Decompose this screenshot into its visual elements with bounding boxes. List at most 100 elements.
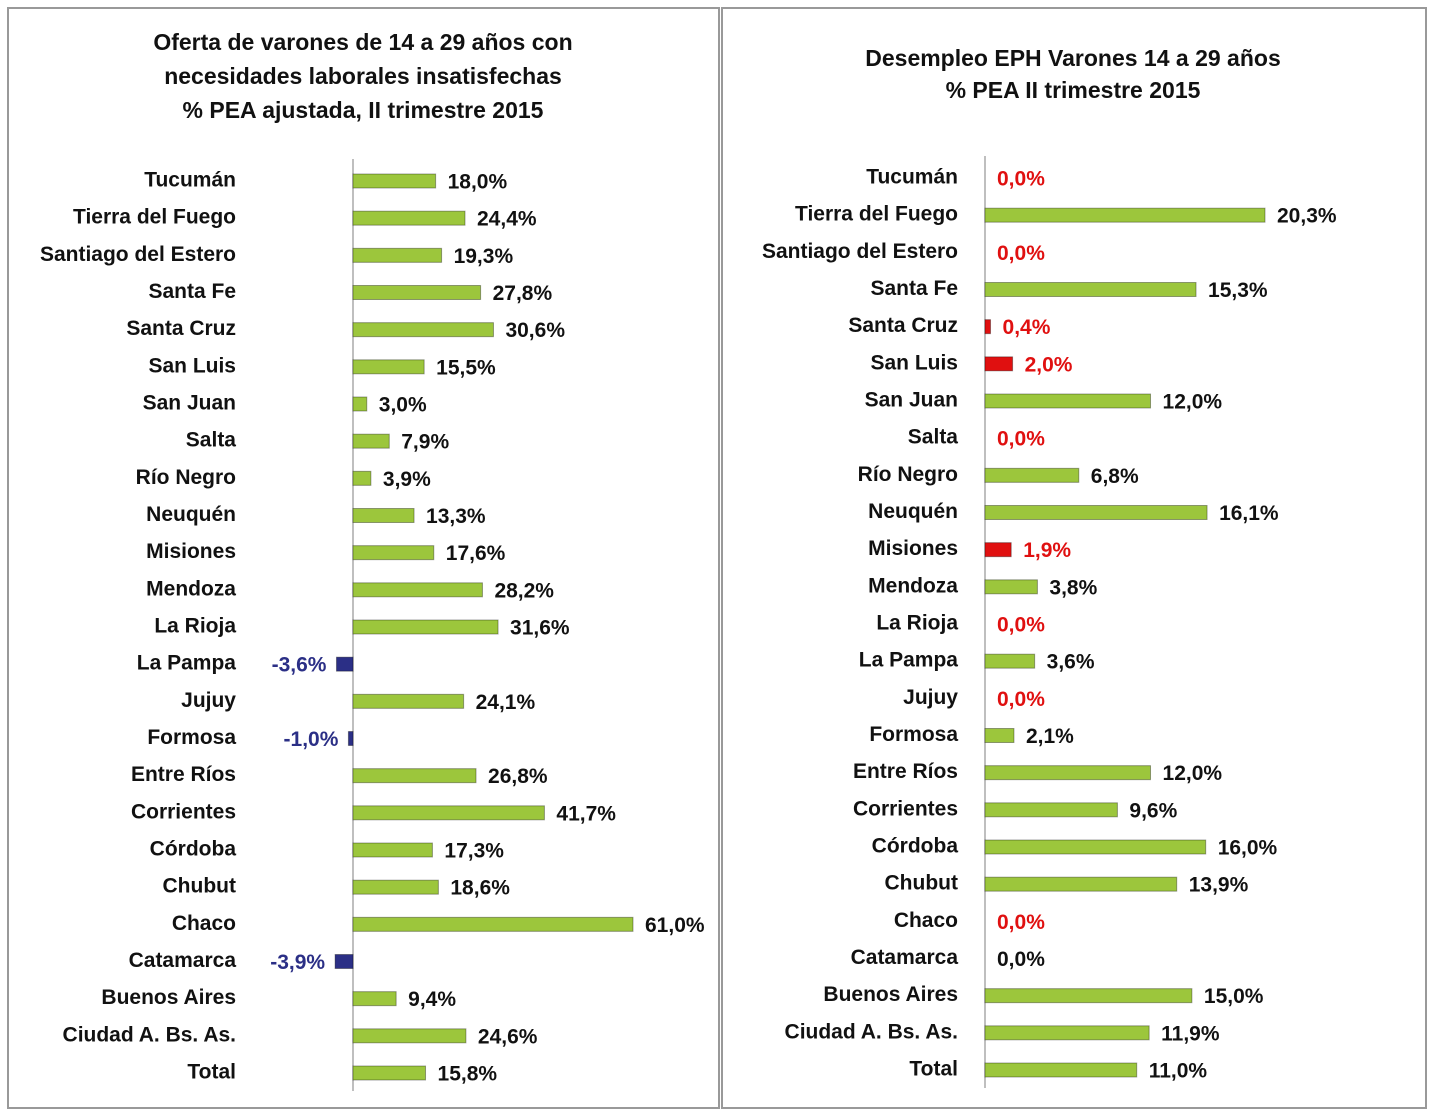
category-label: Mendoza	[868, 574, 958, 597]
value-label: 27,8%	[493, 282, 553, 305]
value-label: 6,8%	[1091, 465, 1139, 488]
category-label: Córdoba	[872, 835, 959, 858]
value-label: 2,0%	[1025, 353, 1073, 376]
value-label: 20,3%	[1277, 205, 1337, 228]
category-label: Jujuy	[181, 689, 236, 712]
bar	[984, 839, 1207, 855]
bar	[352, 285, 482, 300]
value-label: -1,0%	[284, 728, 339, 751]
value-label: 11,9%	[1161, 1022, 1220, 1045]
bar	[984, 282, 1197, 297]
category-label: Tierra del Fuego	[795, 203, 958, 226]
value-label: 24,1%	[476, 691, 536, 714]
category-label: Santa Cruz	[126, 317, 236, 340]
bar	[352, 396, 368, 412]
bar	[984, 728, 1015, 743]
value-label: 24,6%	[478, 1025, 538, 1048]
value-label: 30,6%	[505, 319, 565, 342]
value-label: 9,4%	[408, 988, 456, 1011]
category-label: Santa Fe	[870, 277, 958, 300]
value-label: 28,2%	[494, 579, 554, 602]
bar	[984, 988, 1193, 1004]
category-label: Salta	[908, 426, 959, 449]
value-label: 13,3%	[426, 505, 486, 528]
bar	[984, 876, 1178, 892]
bar	[984, 1062, 1138, 1078]
bar	[984, 207, 1266, 223]
category-label: Ciudad A. Bs. As.	[63, 1023, 236, 1046]
value-label: 3,0%	[379, 394, 427, 417]
value-label: 18,6%	[450, 877, 510, 900]
category-label: Formosa	[869, 723, 958, 746]
value-label: 16,1%	[1219, 502, 1279, 525]
value-label: 2,1%	[1026, 725, 1074, 748]
category-label: Ciudad A. Bs. As.	[785, 1020, 958, 1043]
value-label: 0,0%	[997, 948, 1045, 971]
category-label: Misiones	[146, 540, 236, 563]
bar	[352, 508, 415, 523]
value-label: 41,7%	[556, 802, 616, 825]
category-label: Formosa	[147, 726, 236, 749]
value-label: 61,0%	[645, 914, 705, 937]
bar	[984, 1025, 1150, 1041]
value-label: 13,9%	[1189, 874, 1249, 897]
value-label: 0,0%	[997, 911, 1045, 934]
value-label: 11,0%	[1149, 1060, 1208, 1083]
bar	[352, 322, 494, 338]
value-label: 3,8%	[1049, 576, 1097, 599]
value-label: 9,6%	[1129, 799, 1177, 822]
bar	[352, 173, 437, 189]
bar	[352, 359, 425, 375]
category-label: San Luis	[870, 351, 958, 374]
value-label: 15,3%	[1208, 279, 1268, 302]
category-label: Buenos Aires	[823, 983, 958, 1006]
bar	[352, 879, 439, 895]
category-label: Mendoza	[146, 577, 236, 600]
bar	[352, 247, 443, 263]
value-label: 7,9%	[401, 431, 449, 454]
category-label: San Juan	[865, 389, 958, 412]
category-label: Chaco	[172, 912, 236, 935]
category-label: Catamarca	[129, 949, 237, 972]
category-label: Jujuy	[903, 686, 958, 709]
value-label: 0,0%	[997, 168, 1045, 191]
category-label: Total	[187, 1061, 236, 1084]
value-label: -3,9%	[270, 951, 325, 974]
chart-title: % PEA II trimestre 2015	[946, 77, 1201, 103]
category-label: Catamarca	[851, 946, 959, 969]
value-label: 0,0%	[997, 242, 1045, 265]
bar	[984, 765, 1152, 781]
bar	[352, 1028, 467, 1044]
value-label: 15,8%	[438, 1063, 498, 1086]
value-label: 18,0%	[448, 171, 508, 194]
value-label: 0,4%	[1003, 316, 1051, 339]
category-label: Tierra del Fuego	[73, 206, 236, 229]
bar	[352, 693, 465, 709]
value-label: 26,8%	[488, 765, 548, 788]
bar	[352, 210, 466, 226]
bar	[352, 470, 372, 486]
category-label: San Juan	[143, 392, 236, 415]
category-label: Tucumán	[866, 166, 958, 189]
bar	[352, 545, 435, 561]
category-label: Corrientes	[131, 800, 236, 823]
category-label: La Rioja	[154, 615, 236, 638]
bar	[352, 842, 433, 858]
bar	[335, 656, 354, 672]
bar	[984, 467, 1080, 483]
value-label: 3,6%	[1047, 651, 1095, 674]
value-label: 31,6%	[510, 617, 570, 640]
value-label: 24,4%	[477, 208, 537, 231]
category-label: Entre Ríos	[131, 763, 236, 786]
value-label: 15,5%	[436, 356, 496, 379]
bar	[347, 731, 354, 746]
category-label: Neuquén	[146, 503, 236, 526]
category-label: Tucumán	[144, 169, 236, 192]
chart-title: Oferta de varones de 14 a 29 años con	[153, 29, 572, 55]
category-label: La Rioja	[876, 612, 958, 635]
bar	[984, 579, 1038, 595]
category-label: Misiones	[868, 537, 958, 560]
category-label: Santiago del Estero	[762, 240, 958, 263]
value-label: 17,3%	[444, 840, 504, 863]
bar	[352, 768, 477, 784]
